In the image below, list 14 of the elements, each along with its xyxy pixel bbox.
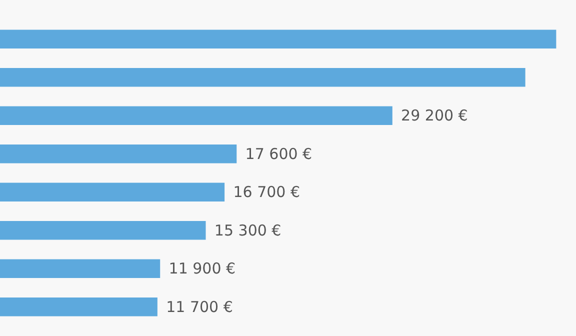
data-label: 17 600 € xyxy=(245,144,312,163)
bar xyxy=(0,106,392,125)
data-label: 11 900 € xyxy=(168,260,236,278)
bar xyxy=(0,298,158,316)
data-label: 15 300 € xyxy=(214,221,282,240)
bar xyxy=(0,221,206,240)
bar xyxy=(0,30,556,48)
bar xyxy=(0,144,237,164)
data-label: 16 700 € xyxy=(233,183,300,202)
bar xyxy=(0,68,526,87)
data-label: 29 200 € xyxy=(401,106,468,125)
bar xyxy=(0,259,160,278)
bar xyxy=(0,182,225,202)
data-label: 11 700 € xyxy=(166,298,233,316)
